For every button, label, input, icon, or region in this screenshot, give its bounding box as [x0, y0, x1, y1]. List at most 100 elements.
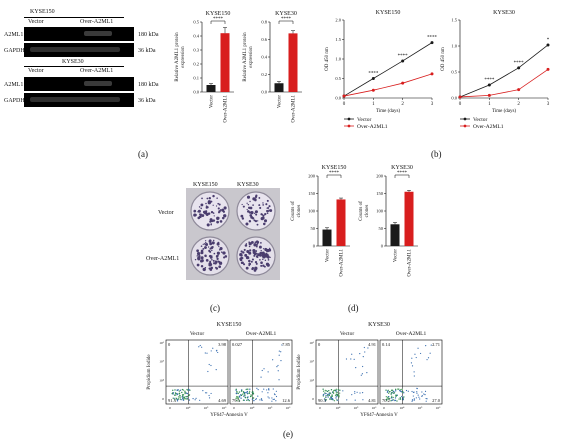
y-tick-label: 1.5 [451, 18, 457, 23]
event-dot [280, 351, 282, 353]
data-point [487, 93, 491, 97]
event-dot [271, 397, 273, 399]
event-dot [281, 344, 283, 346]
x-tick-label: Over-A2ML1 [224, 95, 229, 123]
chart-title: KYSE30 [391, 165, 413, 171]
colony-dot [255, 250, 258, 253]
event-dot [414, 353, 416, 355]
colony-dot [216, 257, 219, 260]
colony-col-label: KYSE150 [193, 182, 218, 188]
colony-dot [204, 246, 207, 249]
y-tick-label: 0.8 [261, 20, 267, 25]
event-dot [179, 398, 181, 400]
colony-dot [222, 217, 225, 220]
event-dot [185, 398, 187, 400]
event-dot [323, 398, 326, 400]
bar [404, 191, 414, 246]
event-dot [235, 397, 237, 400]
event-dot [173, 394, 176, 396]
legend-marker [463, 117, 467, 121]
colony-dot [210, 266, 214, 270]
x-tick-label: Over-A2ML1 [408, 249, 413, 277]
colony-dot [212, 204, 214, 206]
colony-dot [213, 215, 215, 217]
event-dot [399, 397, 401, 399]
event-dot [251, 391, 253, 394]
colony-dot [218, 248, 221, 251]
event-dot [367, 347, 369, 349]
wb-band-signal [30, 47, 120, 52]
event-dot [271, 400, 273, 402]
colony-dot [209, 254, 212, 257]
colony-dot [253, 219, 256, 222]
event-dot [263, 388, 265, 390]
colony-plate-image [186, 188, 280, 280]
legend-marker [347, 117, 351, 121]
y-axis-label: expression [249, 46, 254, 68]
colony-dot [255, 213, 258, 216]
event-dot [275, 390, 277, 392]
colony-dot [215, 261, 218, 264]
colony-dot [208, 196, 211, 200]
wb-band-signal [84, 81, 112, 86]
event-dot [423, 393, 425, 395]
colony-dot [216, 251, 220, 255]
event-dot [353, 358, 355, 360]
flow-x-tick-label: 10⁴ [400, 406, 406, 410]
quadrant-value-ul: 0 [318, 342, 321, 347]
event-dot [332, 391, 335, 394]
event-dot [351, 353, 353, 355]
event-dot [403, 396, 405, 398]
event-dot [394, 397, 397, 399]
event-dot [337, 389, 340, 391]
significance-label: **** [281, 17, 292, 22]
x-axis-label: Time (days) [376, 109, 400, 114]
event-dot [182, 389, 185, 391]
colony-dot [250, 260, 253, 263]
event-dot [398, 398, 400, 400]
y-tick-label: 0.1 [193, 76, 199, 81]
event-dot [387, 390, 389, 392]
quadrant-value-ll: 79.5 [232, 398, 241, 403]
event-dot [243, 395, 246, 397]
y-tick-label: 150 [308, 191, 316, 196]
colony-row-label: Vector [158, 210, 174, 216]
event-dot [181, 391, 183, 394]
colony-dot [220, 262, 223, 265]
y-axis-label: Relative A2ML1 protein [243, 32, 248, 82]
event-dot [336, 391, 338, 393]
y-tick-label: 200 [308, 174, 316, 179]
event-dot [354, 399, 356, 401]
colony-dot [253, 252, 257, 256]
colony-dot [269, 247, 271, 250]
colony-dot [251, 217, 255, 220]
event-dot [215, 350, 218, 352]
x-tick-label: Vector [278, 95, 283, 108]
event-dot [417, 347, 419, 349]
colony-dot [262, 258, 264, 261]
chart-title: KYSE30 [275, 11, 297, 17]
event-dot [238, 395, 241, 397]
event-dot [240, 394, 243, 397]
data-point [430, 72, 434, 76]
event-dot [338, 392, 341, 394]
y-tick-label: 0.0 [451, 96, 457, 101]
colony-dot [262, 264, 265, 267]
event-dot [267, 392, 269, 394]
event-dot [194, 399, 196, 401]
x-tick-label: 2 [517, 102, 520, 107]
event-dot [278, 354, 280, 356]
event-dot [247, 398, 249, 401]
event-dot [415, 397, 417, 399]
colony-dot [260, 242, 262, 244]
event-dot [324, 400, 327, 402]
event-dot [178, 390, 181, 392]
event-dot [410, 362, 413, 364]
flow-y-tick-label: 10⁶ [309, 341, 315, 345]
event-dot [181, 395, 184, 397]
bar [336, 199, 346, 246]
event-dot [391, 397, 393, 399]
chart-cck8-kyse30: KYSE30 0.0 0.5 1.0 1.5 0 1 2 3 Time (days) OD 450 … [441, 10, 550, 130]
event-dot [240, 390, 243, 392]
colony-dot [266, 263, 270, 267]
